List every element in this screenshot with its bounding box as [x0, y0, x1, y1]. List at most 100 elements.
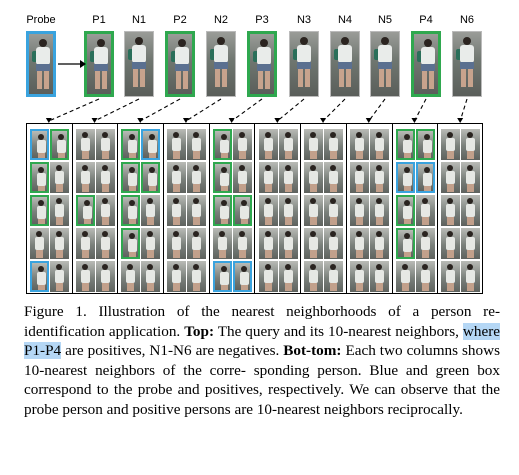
neighbor-image — [369, 195, 389, 226]
neighbor-image — [187, 261, 207, 292]
thumb-label: Probe — [26, 14, 56, 26]
neighbor-image — [369, 129, 389, 160]
person-thumbnail — [26, 31, 56, 97]
neighbor-image — [461, 162, 481, 193]
neighbor-image — [30, 261, 49, 292]
arrow-head — [457, 118, 464, 123]
neighbor-image — [187, 129, 207, 160]
neighbor-image — [369, 162, 389, 193]
neighbor-image — [395, 195, 415, 226]
connector-line — [459, 98, 468, 122]
neighbor-image — [461, 129, 481, 160]
connector-lines — [45, 60, 468, 123]
neighbor-image — [395, 129, 415, 160]
neighbor-image — [278, 195, 298, 226]
neighbor-image — [258, 129, 278, 160]
arrow-head — [228, 118, 235, 123]
arrow-head — [320, 118, 327, 123]
connector-line — [322, 98, 346, 122]
neighbor-image — [258, 162, 278, 193]
neighbor-image — [121, 228, 141, 259]
neighbor-image — [187, 195, 207, 226]
neighbor-image — [141, 261, 161, 292]
neighbor-image — [75, 129, 95, 160]
connector-line — [139, 98, 181, 122]
person-thumbnail — [206, 31, 236, 97]
arrow-head — [365, 118, 372, 123]
arrow-head — [45, 118, 52, 123]
thumb-label: N1 — [131, 14, 147, 26]
arrow-head — [274, 118, 281, 123]
neighbor-image — [30, 228, 49, 259]
neighbor-group — [27, 124, 73, 293]
neighbor-image — [278, 228, 298, 259]
neighbor-group — [164, 124, 210, 293]
neighbor-image — [141, 162, 161, 193]
connector-line — [231, 98, 263, 122]
arrow-head — [91, 118, 98, 123]
connector-line — [94, 98, 140, 122]
neighbor-image — [212, 228, 232, 259]
caption-text: positive persons are 10-nearest neighbor… — [132, 400, 463, 418]
caption-text: re-identification application. — [24, 303, 501, 340]
neighbor-image — [461, 228, 481, 259]
caption-text: positives, respectively. We can observe … — [24, 381, 500, 418]
neighbor-image — [415, 162, 435, 193]
neighbor-image — [304, 228, 324, 259]
caption-text: Each two columns shows 10-nearest neighb… — [24, 342, 500, 379]
neighbor-image — [167, 162, 187, 193]
neighbor-image — [121, 261, 141, 292]
neighbor-image — [349, 261, 369, 292]
arrow-head — [182, 118, 189, 123]
neighbor-image — [232, 162, 252, 193]
neighbor-image — [324, 195, 344, 226]
neighbor-image — [441, 228, 461, 259]
neighbor-image — [212, 129, 232, 160]
neighbor-image — [95, 162, 115, 193]
neighbor-image — [441, 261, 461, 292]
neighbor-group — [256, 124, 302, 293]
arrow-head — [411, 118, 418, 123]
neighbor-image — [212, 162, 232, 193]
neighbor-image — [395, 261, 415, 292]
connector-line — [276, 98, 305, 122]
thumb-label: N2 — [213, 14, 229, 26]
neighbor-image — [441, 195, 461, 226]
figure-caption: Figure 1. Illustration of the nearest ne… — [24, 302, 501, 420]
neighbor-image — [167, 129, 187, 160]
neighbor-image — [369, 228, 389, 259]
neighbor-image — [324, 162, 344, 193]
caption-text: The query and its 10-nearest — [217, 322, 392, 340]
neighbor-image — [278, 129, 298, 160]
neighbor-image — [30, 129, 49, 160]
connector-line — [185, 98, 222, 122]
neighbor-image — [50, 195, 69, 226]
person-thumbnail — [84, 31, 114, 97]
neighbor-image — [121, 162, 141, 193]
neighbor-image — [50, 129, 69, 160]
top-label: Top: — [184, 322, 215, 340]
neighbor-image — [304, 129, 324, 160]
neighbor-group — [347, 124, 393, 293]
person-thumbnail — [370, 31, 400, 97]
neighbor-image — [369, 261, 389, 292]
figure-number: Figure 1. — [24, 303, 87, 320]
thumb-label: P3 — [255, 14, 269, 26]
neighbor-image — [212, 195, 232, 226]
neighbor-image — [415, 129, 435, 160]
neighbor-image — [349, 162, 369, 193]
neighbor-image — [141, 228, 161, 259]
neighbor-image — [50, 261, 69, 292]
neighbor-image — [415, 195, 435, 226]
thumb-label: N3 — [296, 14, 312, 26]
neighbor-image — [324, 228, 344, 259]
neighbor-image — [278, 162, 298, 193]
neighbor-image — [349, 129, 369, 160]
neighbor-image — [461, 261, 481, 292]
neighbor-image — [75, 162, 95, 193]
neighbor-image — [441, 162, 461, 193]
neighbor-image — [167, 228, 187, 259]
neighbor-image — [121, 129, 141, 160]
neighbor-image — [415, 261, 435, 292]
thumb-label: P1 — [92, 14, 106, 26]
